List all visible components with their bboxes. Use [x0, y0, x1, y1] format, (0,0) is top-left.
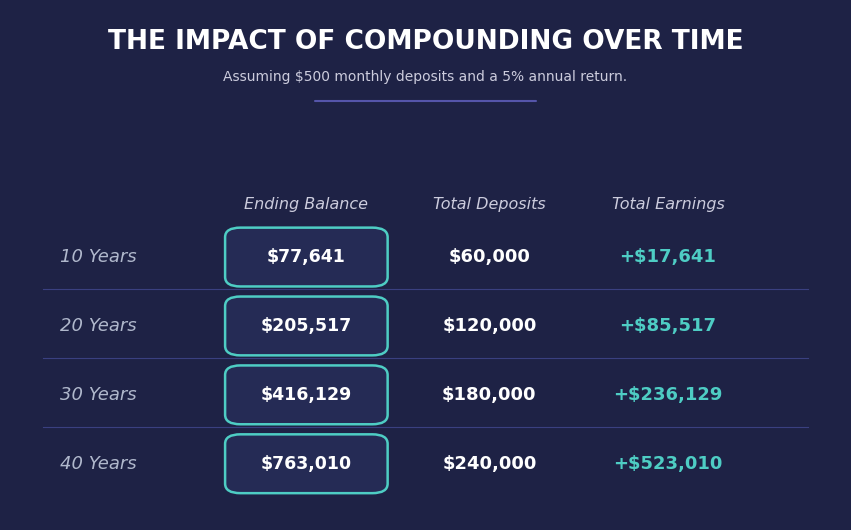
Text: $120,000: $120,000 [443, 317, 536, 335]
Text: Total Deposits: Total Deposits [433, 197, 545, 211]
Text: +$85,517: +$85,517 [620, 317, 717, 335]
Text: 40 Years: 40 Years [60, 455, 136, 473]
Text: Ending Balance: Ending Balance [244, 197, 368, 211]
Text: $763,010: $763,010 [260, 455, 352, 473]
FancyBboxPatch shape [225, 366, 387, 424]
Text: +$523,010: +$523,010 [614, 455, 722, 473]
Text: 20 Years: 20 Years [60, 317, 136, 335]
FancyBboxPatch shape [225, 435, 387, 493]
Text: 30 Years: 30 Years [60, 386, 136, 404]
Text: $240,000: $240,000 [443, 455, 536, 473]
FancyBboxPatch shape [225, 228, 387, 286]
FancyBboxPatch shape [225, 297, 387, 355]
Text: $180,000: $180,000 [442, 386, 537, 404]
Text: $205,517: $205,517 [260, 317, 352, 335]
Text: +$236,129: +$236,129 [614, 386, 722, 404]
Text: Assuming $500 monthly deposits and a 5% annual return.: Assuming $500 monthly deposits and a 5% … [224, 70, 627, 84]
Text: 10 Years: 10 Years [60, 248, 136, 266]
Text: THE IMPACT OF COMPOUNDING OVER TIME: THE IMPACT OF COMPOUNDING OVER TIME [108, 29, 743, 56]
Text: Total Earnings: Total Earnings [612, 197, 724, 211]
Text: $77,641: $77,641 [267, 248, 346, 266]
Text: $416,129: $416,129 [260, 386, 352, 404]
Text: +$17,641: +$17,641 [620, 248, 717, 266]
Text: $60,000: $60,000 [448, 248, 530, 266]
